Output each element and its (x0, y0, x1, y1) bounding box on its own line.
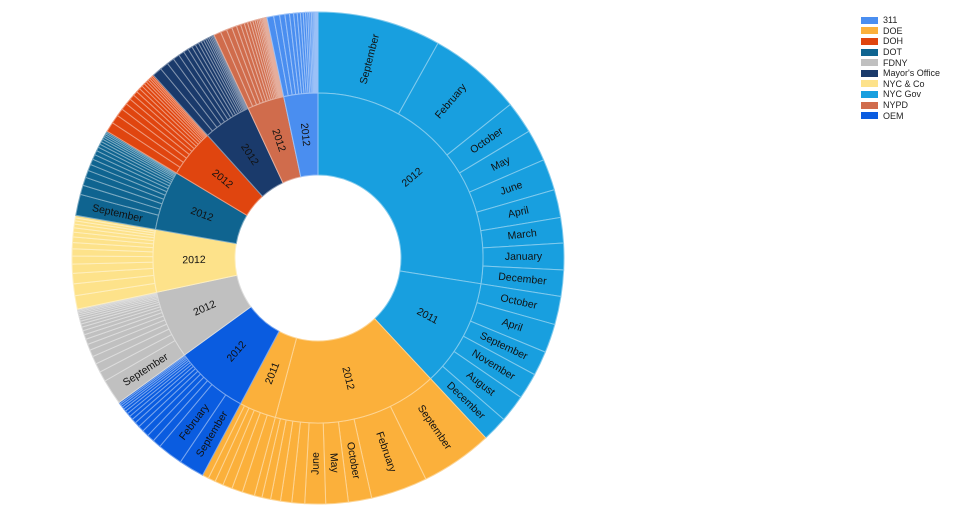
legend-label: NYC & Co (883, 78, 925, 89)
month-label: April (507, 204, 530, 220)
year-segment[interactable] (283, 92, 319, 178)
month-ring (71, 11, 565, 505)
legend-item[interactable]: NYC & Co (861, 79, 940, 90)
legend-swatch (861, 80, 878, 88)
legend-label: FDNY (883, 57, 908, 68)
legend-label: DOH (883, 36, 903, 47)
legend-item[interactable]: DOE (861, 26, 940, 37)
legend-item[interactable]: DOT (861, 47, 940, 58)
legend-label: 311 (883, 15, 898, 26)
month-label: March (507, 227, 538, 242)
year-label: 2012 (182, 254, 206, 266)
legend-swatch (861, 48, 878, 56)
year-label: 2012 (339, 366, 356, 392)
year-label: 2012 (298, 122, 312, 147)
legend-label: Mayor's Office (883, 68, 941, 79)
legend-swatch (861, 90, 878, 98)
legend-swatch (861, 37, 878, 45)
legend-item[interactable]: OEM (861, 110, 940, 121)
legend-item[interactable]: FDNY (861, 57, 940, 68)
month-label: June (310, 452, 322, 475)
month-segment[interactable] (316, 11, 319, 94)
legend-swatch (861, 112, 878, 120)
legend-item[interactable]: NYC Gov (861, 89, 940, 100)
month-label: December (498, 271, 548, 288)
legend-label: DOE (883, 25, 903, 36)
legend-label: OEM (883, 110, 904, 121)
legend-swatch (861, 101, 878, 109)
legend-swatch (861, 69, 878, 77)
legend-label: NYPD (883, 100, 909, 111)
legend-swatch (861, 59, 878, 67)
segment-labels: 2012SeptemberFebruaryOctoberMayJuneApril… (91, 32, 548, 480)
legend-label: NYC Gov (883, 89, 922, 100)
legend-item[interactable]: NYPD (861, 100, 940, 111)
month-label: May (327, 453, 341, 474)
legend-item[interactable]: 311 (861, 15, 940, 26)
legend-swatch (861, 27, 878, 35)
year-ring (152, 92, 484, 424)
legend-label: DOT (883, 47, 902, 58)
year-segment[interactable] (317, 92, 484, 285)
legend: 311 DOE DOH DOT FDNY Mayor's Office NYC … (861, 15, 940, 121)
month-segment[interactable] (71, 255, 154, 265)
month-label: January (505, 251, 543, 263)
legend-item[interactable]: Mayor's Office (861, 68, 940, 79)
legend-swatch (861, 16, 878, 24)
legend-item[interactable]: DOH (861, 36, 940, 47)
